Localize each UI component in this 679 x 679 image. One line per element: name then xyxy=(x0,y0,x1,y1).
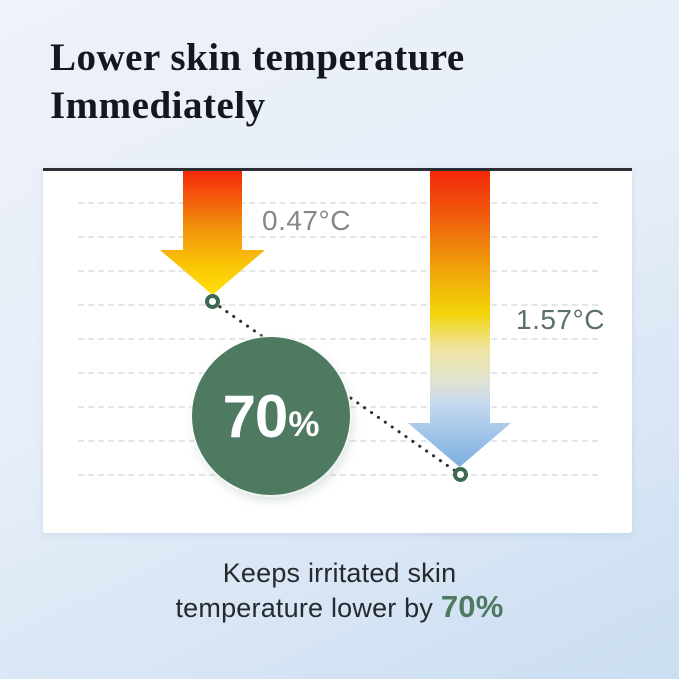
caption-line-1: Keeps irritated skin xyxy=(222,558,457,588)
page-title: Lower skin temperature Immediately xyxy=(50,34,465,130)
caption-highlight: 70% xyxy=(440,589,504,624)
reduction-badge: 70 % xyxy=(192,337,350,495)
badge-percent-sign: % xyxy=(288,405,320,444)
grid-line xyxy=(78,270,598,272)
grid-line xyxy=(78,236,598,238)
caption: Keeps irritated skin temperature lower b… xyxy=(0,556,679,625)
caption-line-2: temperature lower by 70% xyxy=(0,590,679,625)
title-line-2: Immediately xyxy=(50,84,266,127)
data-point-marker-tall-arrow xyxy=(453,467,468,482)
data-point-marker-short-arrow xyxy=(205,294,220,309)
title-line-1: Lower skin temperature xyxy=(50,36,465,79)
temp-drop-arrow-tall-icon xyxy=(408,171,511,467)
grid-line xyxy=(78,202,598,204)
value-label-large-drop: 1.57°C xyxy=(516,304,605,335)
caption-line-2-text: temperature lower by xyxy=(175,593,434,623)
grid-line xyxy=(78,474,598,476)
badge-number: 70 xyxy=(222,382,289,450)
value-label-small-drop: 0.47°C xyxy=(262,205,351,236)
grid-line xyxy=(78,338,598,340)
temp-drop-arrow-short-icon xyxy=(160,171,265,295)
